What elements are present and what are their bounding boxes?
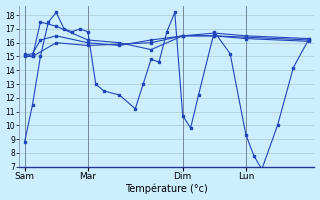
X-axis label: Température (°c): Température (°c) <box>125 184 208 194</box>
